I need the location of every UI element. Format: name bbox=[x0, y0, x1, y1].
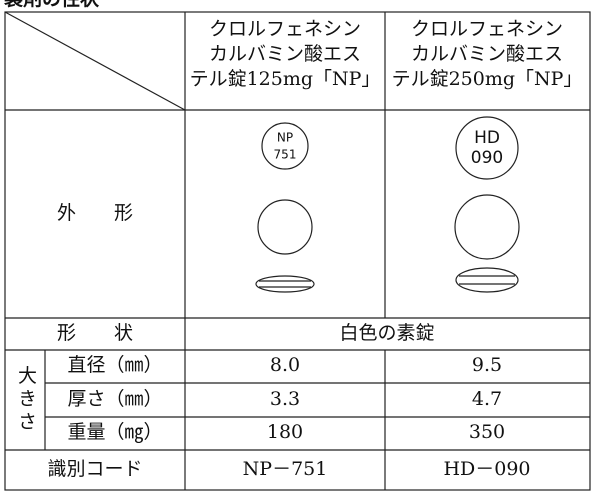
cell: NP－751 bbox=[243, 458, 328, 480]
row-label: 大きさ bbox=[15, 365, 37, 434]
cell: 350 bbox=[469, 421, 505, 443]
cell: 180 bbox=[267, 421, 303, 443]
header-line: テル錠125mg「NP」 bbox=[190, 68, 381, 90]
header-line: カルバミン酸エス bbox=[209, 43, 361, 65]
cell: 4.7 bbox=[472, 388, 502, 410]
header-line: テル錠250mg「NP」 bbox=[392, 68, 583, 90]
row-label: 直径（㎜） bbox=[67, 354, 162, 376]
row-label: 重量（㎎） bbox=[67, 421, 162, 443]
section-title: 製剤の性状 bbox=[3, 0, 100, 10]
row-label: 形 状 bbox=[57, 322, 133, 344]
tablet-125: NP 751 bbox=[255, 122, 315, 293]
cell: HD－090 bbox=[443, 458, 530, 480]
header-line: クロルフェネシン bbox=[209, 18, 361, 40]
row-label: 厚さ（㎜） bbox=[67, 388, 162, 410]
header-line: カルバミン酸エス bbox=[411, 43, 563, 65]
imprint: 090 bbox=[471, 148, 503, 168]
cell: 9.5 bbox=[472, 354, 502, 376]
imprint: 751 bbox=[274, 148, 297, 162]
cell: 白色の素錠 bbox=[339, 322, 434, 344]
tablet-250: HD 090 bbox=[454, 116, 520, 293]
header-line: クロルフェネシン bbox=[411, 18, 563, 40]
row-label: 外 形 bbox=[57, 202, 133, 224]
row-label: 識別コード bbox=[47, 458, 142, 480]
cell: 3.3 bbox=[270, 388, 300, 410]
cell: 8.0 bbox=[270, 354, 300, 376]
imprint: NP bbox=[277, 131, 293, 145]
imprint: HD bbox=[474, 128, 500, 148]
table-grid bbox=[4, 11, 591, 491]
